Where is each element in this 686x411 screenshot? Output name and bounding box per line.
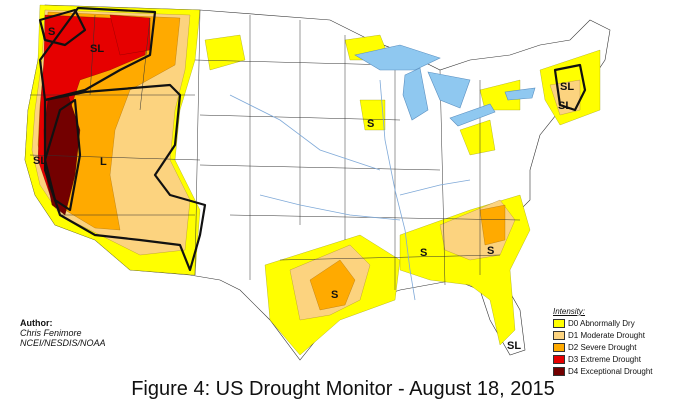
great-lakes <box>354 44 536 127</box>
author-org: NCEI/NESDIS/NOAA <box>20 338 106 348</box>
legend-swatch-d3 <box>553 354 565 364</box>
impact-label-ga: S <box>420 247 427 259</box>
legend-swatch-d0 <box>553 318 565 328</box>
legend-label-d4: D4 Exceptional Drought <box>568 366 653 376</box>
author-heading: Author: <box>20 318 53 328</box>
legend-swatch-d1 <box>553 330 565 340</box>
figure-caption: Figure 4: US Drought Monitor - August 18… <box>131 378 555 400</box>
impact-label-fl: SL <box>507 340 521 352</box>
impact-boundaries <box>38 6 587 272</box>
legend-item-d4: D4 Exceptional Drought <box>553 365 653 377</box>
legend-label-d3: D3 Extreme Drought <box>568 354 641 364</box>
impact-label-il: S <box>367 118 374 130</box>
legend-label-d0: D0 Abnormally Dry <box>568 318 635 328</box>
legend-item-d2: D2 Severe Drought <box>553 341 653 353</box>
rivers <box>229 79 471 301</box>
impact-label-ca: SL <box>33 155 47 167</box>
author-block: Author: Chris Fenimore NCEI/NESDIS/NOAA <box>20 318 106 348</box>
impact-label-id: SL <box>90 43 104 55</box>
legend-item-d1: D1 Moderate Drought <box>553 329 653 341</box>
legend-item-d0: D0 Abnormally Dry <box>553 317 653 329</box>
legend-swatch-d4 <box>553 366 565 376</box>
legend-swatch-d2 <box>553 342 565 352</box>
impact-label-sc: S <box>487 245 494 257</box>
intensity-legend: Intensity: D0 Abnormally Dry D1 Moderate… <box>553 307 653 377</box>
impact-label-tx: S <box>331 289 338 301</box>
drought-map: S SL SL L S S S S SL SL SL <box>24 4 611 361</box>
legend-item-d3: D3 Extreme Drought <box>553 353 653 365</box>
legend-label-d2: D2 Severe Drought <box>568 342 637 352</box>
impact-label-ne2: SL <box>558 100 572 112</box>
impact-label-wa: S <box>48 26 55 38</box>
author-name: Chris Fenimore <box>20 328 82 338</box>
impact-label-nv: L <box>100 156 107 168</box>
impact-label-ne1: SL <box>560 81 574 93</box>
legend-label-d1: D1 Moderate Drought <box>568 330 645 340</box>
legend-title: Intensity: <box>553 307 586 316</box>
